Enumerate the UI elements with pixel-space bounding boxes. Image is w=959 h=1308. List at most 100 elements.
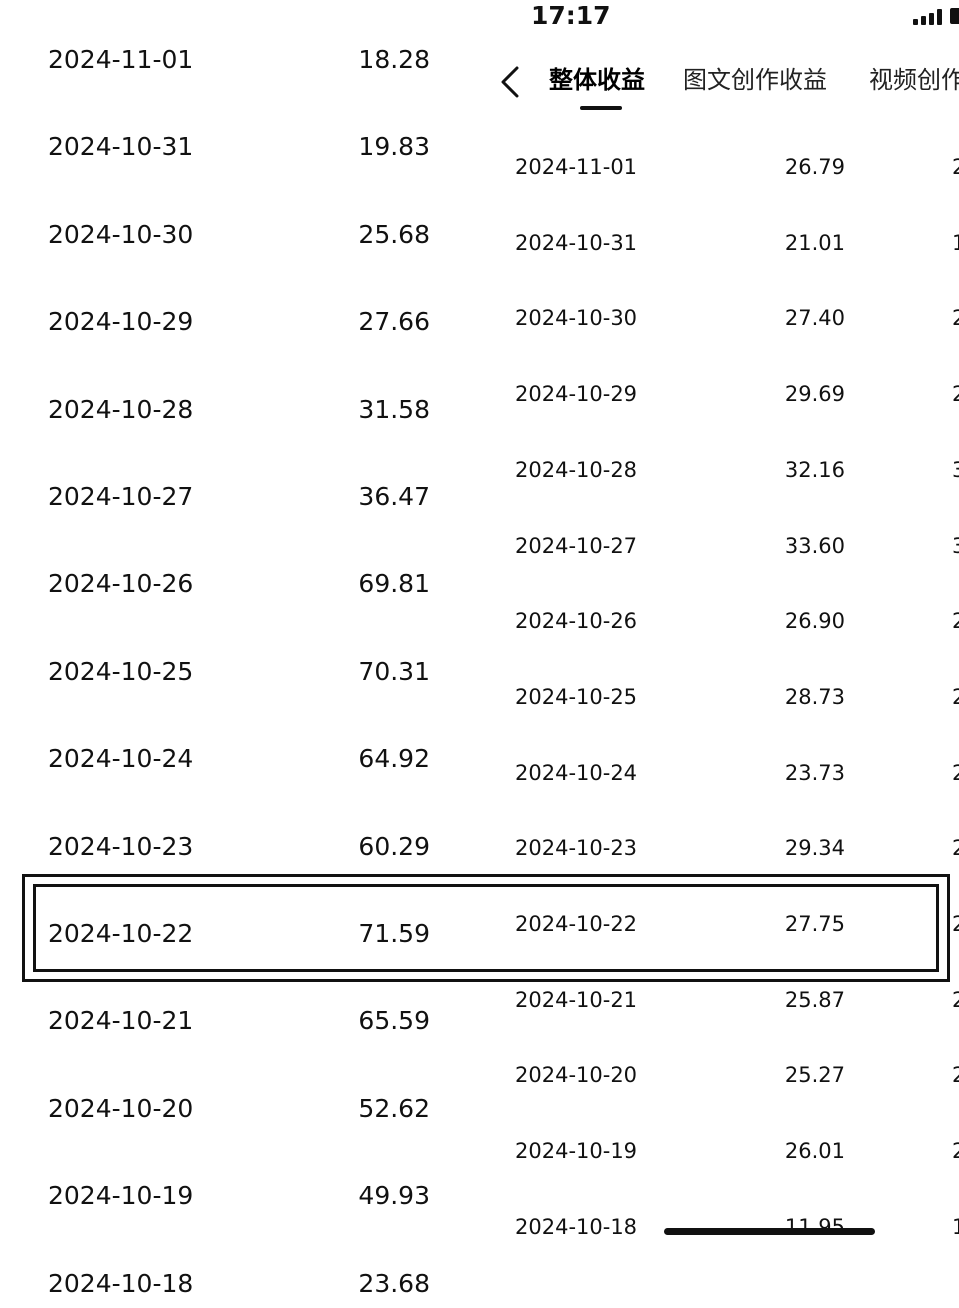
row-date: 2024-10-19 — [515, 1139, 638, 1164]
row-amount: 18.28 — [358, 45, 430, 74]
row-date: 2024-10-21 — [48, 1006, 194, 1036]
row-amount: 27.40 — [784, 306, 845, 331]
right-earnings-row: 2024-11-01 26.79 2 — [515, 151, 959, 191]
row-date: 2024-10-28 — [48, 394, 194, 424]
row-date: 2024-10-30 — [515, 306, 638, 331]
row-date: 2024-10-18 — [48, 1268, 194, 1298]
row-cutoff-value: 2 — [952, 684, 959, 709]
row-cutoff-value: 2 — [952, 1063, 959, 1088]
row-cutoff-value: 1 — [952, 230, 959, 255]
active-tab-indicator — [580, 106, 622, 110]
row-date: 2024-10-27 — [48, 482, 194, 511]
row-cutoff-value: 2 — [952, 609, 959, 634]
row-amount: 70.31 — [358, 656, 430, 686]
right-earnings-row: 2024-10-23 29.34 2 — [515, 832, 959, 872]
chevron-left-icon[interactable] — [497, 62, 527, 102]
row-amount: 23.73 — [784, 760, 845, 785]
tab-overall-earnings[interactable]: 整体收益 — [549, 66, 645, 94]
row-date: 2024-10-23 — [48, 831, 194, 861]
right-earnings-row: 2024-10-21 25.87 2 — [515, 984, 959, 1024]
left-earnings-row: 2024-10-23 60.29 — [48, 827, 430, 871]
left-earnings-row: 2024-10-26 69.81 — [48, 564, 430, 608]
right-earnings-row: 2024-10-20 25.27 2 — [515, 1059, 959, 1099]
row-date: 2024-10-24 — [515, 760, 638, 785]
left-earnings-row: 2024-10-21 65.59 — [48, 1001, 430, 1045]
left-earnings-row: 2024-10-29 27.66 — [48, 302, 430, 346]
row-amount: 26.90 — [784, 609, 845, 634]
row-cutoff-value: 2 — [952, 382, 959, 407]
row-amount: 52.62 — [358, 1093, 430, 1123]
left-earnings-list: 2024-11-01 18.28 2024-10-31 19.83 2024-10-30… — [0, 0, 460, 1298]
row-amount: 21.01 — [784, 230, 845, 255]
row-amount: 36.47 — [358, 482, 430, 511]
row-cutoff-value: 2 — [952, 836, 959, 861]
row-date: 2024-10-20 — [515, 1063, 638, 1088]
row-amount: 29.69 — [784, 382, 845, 407]
row-amount: 32.16 — [784, 457, 845, 482]
row-amount: 25.68 — [358, 219, 430, 249]
left-earnings-row: 2024-10-30 25.68 — [48, 215, 430, 259]
row-cutoff-value: 3 — [952, 533, 959, 558]
row-amount: 25.27 — [784, 1063, 845, 1088]
row-date: 2024-10-29 — [515, 382, 638, 407]
row-date: 2024-10-30 — [48, 219, 194, 249]
row-amount: 71.59 — [358, 919, 430, 948]
row-amount: 28.73 — [784, 684, 845, 709]
row-date: 2024-10-25 — [515, 684, 638, 709]
row-cutoff-value: 3 — [952, 457, 959, 482]
highlight-box-outer — [22, 874, 950, 982]
row-amount: 11.95 — [784, 1214, 845, 1239]
right-earnings-row: 2024-10-31 21.01 1 — [515, 227, 959, 267]
row-date: 2024-10-28 — [515, 457, 638, 482]
cellular-signal-icon — [913, 9, 943, 25]
left-earnings-row: 2024-10-22 71.59 — [48, 914, 430, 958]
left-earnings-row: 2024-10-19 49.93 — [48, 1176, 430, 1220]
row-date: 2024-10-25 — [48, 656, 194, 686]
row-date: 2024-10-22 — [515, 912, 638, 936]
left-earnings-row: 2024-10-18 23.68 — [48, 1264, 430, 1308]
row-cutoff-value: 1 — [952, 1214, 959, 1239]
row-amount: 60.29 — [358, 831, 430, 861]
row-amount: 26.01 — [784, 1139, 845, 1164]
row-date: 2024-10-31 — [48, 132, 194, 162]
row-amount: 33.60 — [784, 533, 845, 558]
left-earnings-row: 2024-10-20 52.62 — [48, 1089, 430, 1133]
row-date: 2024-10-29 — [48, 307, 194, 337]
row-cutoff-value: 2 — [952, 912, 959, 936]
right-earnings-row: 2024-10-28 32.16 3 — [515, 454, 959, 494]
right-earnings-row: 2024-10-22 27.75 2 — [515, 908, 959, 948]
tab-article-earnings[interactable]: 图文创作收益 — [683, 66, 827, 94]
battery-icon — [950, 8, 959, 24]
left-earnings-row: 2024-11-01 18.28 — [48, 40, 430, 84]
row-cutoff-value: 2 — [952, 1139, 959, 1164]
right-earnings-row: 2024-10-27 33.60 3 — [515, 530, 959, 570]
tab-video-earnings[interactable]: 视频创作收益 — [869, 66, 959, 94]
row-cutoff-value: 2 — [952, 987, 959, 1012]
row-amount: 23.68 — [358, 1268, 430, 1298]
row-date: 2024-11-01 — [48, 45, 194, 74]
row-date: 2024-10-22 — [48, 919, 194, 948]
right-earnings-row: 2024-10-30 27.40 2 — [515, 302, 959, 342]
row-amount: 19.83 — [358, 132, 430, 162]
left-earnings-row: 2024-10-28 31.58 — [48, 390, 430, 434]
row-date: 2024-10-26 — [515, 609, 638, 634]
row-date: 2024-10-24 — [48, 744, 194, 774]
status-time: 17:17 — [531, 1, 611, 30]
row-amount: 27.66 — [358, 307, 430, 337]
left-earnings-row: 2024-10-31 19.83 — [48, 127, 430, 171]
home-indicator[interactable] — [664, 1228, 875, 1235]
row-date: 2024-10-31 — [515, 230, 638, 255]
right-earnings-row: 2024-10-25 28.73 2 — [515, 681, 959, 721]
left-earnings-row: 2024-10-27 36.47 — [48, 477, 430, 521]
row-date: 2024-10-18 — [515, 1214, 638, 1239]
right-earnings-row: 2024-10-26 26.90 2 — [515, 605, 959, 645]
right-earnings-row: 2024-10-29 29.69 2 — [515, 378, 959, 418]
row-amount: 65.59 — [358, 1006, 430, 1036]
row-cutoff-value: 2 — [952, 760, 959, 785]
left-earnings-row: 2024-10-25 70.31 — [48, 652, 430, 696]
row-amount: 31.58 — [358, 394, 430, 424]
right-earnings-list: 2024-11-01 26.79 2 2024-10-31 21.01 1 2024-10-… — [500, 0, 959, 1280]
row-amount: 25.87 — [784, 987, 845, 1012]
row-amount: 49.93 — [358, 1181, 430, 1211]
row-date: 2024-10-21 — [515, 987, 638, 1012]
